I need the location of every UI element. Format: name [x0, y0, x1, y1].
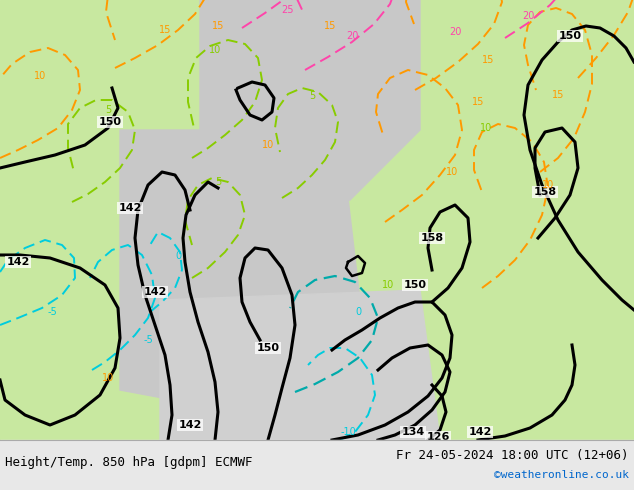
Text: 150: 150	[403, 280, 427, 290]
Text: 142: 142	[178, 420, 202, 430]
Text: 15: 15	[158, 25, 171, 35]
Text: 150: 150	[257, 343, 280, 353]
Text: 5: 5	[309, 91, 315, 101]
Text: 10: 10	[34, 71, 46, 81]
Text: 142: 142	[119, 203, 141, 213]
Text: 10: 10	[480, 123, 492, 133]
Text: 20: 20	[522, 11, 534, 21]
Text: 5: 5	[105, 105, 111, 115]
Text: 15: 15	[482, 55, 494, 65]
Polygon shape	[0, 440, 634, 490]
Polygon shape	[0, 0, 634, 440]
Text: ©weatheronline.co.uk: ©weatheronline.co.uk	[494, 470, 629, 480]
Text: -10: -10	[340, 427, 356, 437]
Text: Fr 24-05-2024 18:00 UTC (12+06): Fr 24-05-2024 18:00 UTC (12+06)	[396, 448, 629, 462]
Text: 158: 158	[420, 233, 444, 243]
Polygon shape	[160, 290, 440, 440]
Polygon shape	[120, 130, 360, 420]
Text: 20: 20	[449, 27, 461, 37]
Text: -5: -5	[47, 307, 57, 317]
Text: 126: 126	[426, 432, 450, 442]
Text: Height/Temp. 850 hPa [gdpm] ECMWF: Height/Temp. 850 hPa [gdpm] ECMWF	[5, 456, 252, 468]
Text: 150: 150	[98, 117, 122, 127]
Text: 142: 142	[469, 427, 492, 437]
Text: 15: 15	[552, 90, 564, 100]
Text: 0: 0	[355, 307, 361, 317]
Text: 10: 10	[542, 180, 554, 190]
Text: 10: 10	[262, 140, 274, 150]
Text: 158: 158	[533, 187, 557, 197]
Text: 10: 10	[209, 45, 221, 55]
Text: 142: 142	[6, 257, 30, 267]
Text: 25: 25	[281, 5, 294, 15]
Text: 134: 134	[401, 427, 425, 437]
Text: 0: 0	[175, 251, 181, 261]
Text: 5: 5	[215, 177, 221, 187]
Text: 150: 150	[559, 31, 581, 41]
Text: 20: 20	[346, 31, 358, 41]
Text: 10: 10	[102, 373, 114, 383]
Text: 142: 142	[143, 287, 167, 297]
Text: 10: 10	[446, 167, 458, 177]
Text: -5: -5	[143, 335, 153, 345]
Text: 10: 10	[382, 280, 394, 290]
Text: 15: 15	[472, 97, 484, 107]
Text: 15: 15	[324, 21, 336, 31]
Text: 15: 15	[212, 21, 224, 31]
Polygon shape	[200, 0, 420, 210]
